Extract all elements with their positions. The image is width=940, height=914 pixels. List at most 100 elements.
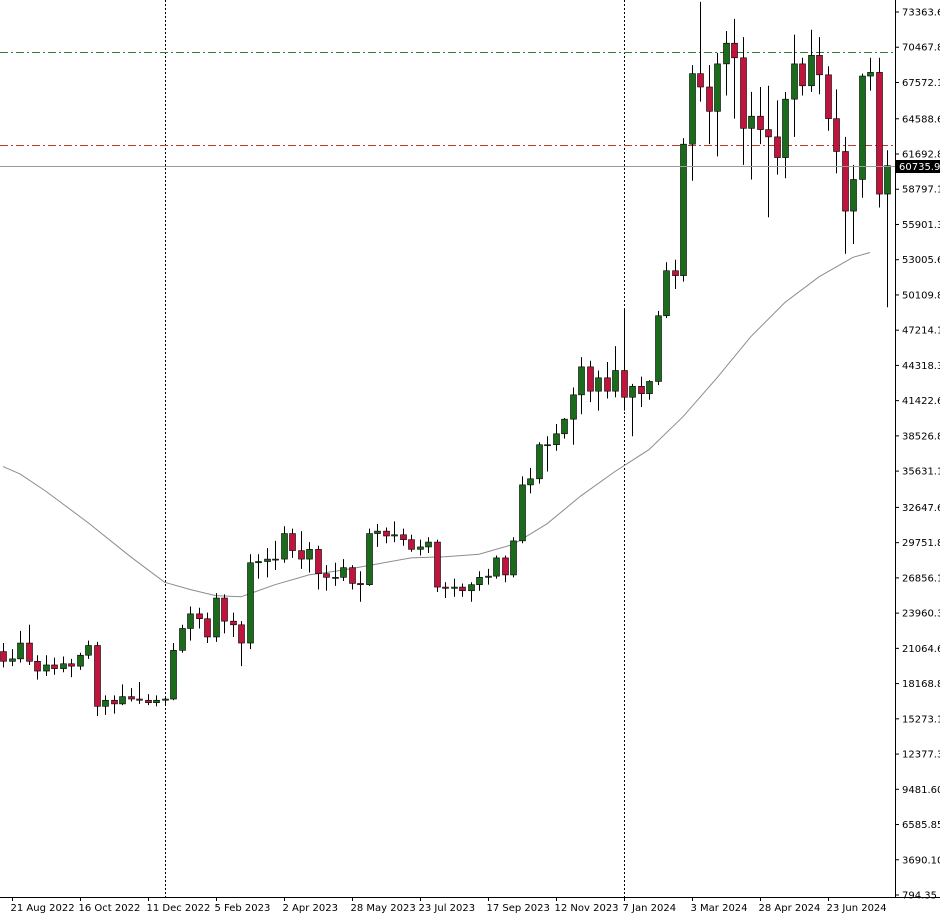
candle-body-bull [17,642,24,660]
candle [255,554,262,579]
candle-body-bull [578,366,585,396]
moving-average-layer [2,252,871,598]
candle-body-bull [153,699,160,703]
candle [77,652,84,670]
candle [587,360,594,403]
y-tick-label: 55901.35 [902,220,940,231]
candle-body-bear [68,663,75,667]
candles-layer [0,1,891,717]
candle-body-bear [196,613,203,620]
y-tick-label: 47214.10 [902,326,940,337]
candle-body-bear [672,270,679,276]
candle-body-bear [357,583,364,585]
candle-body-bull [264,558,271,562]
y-tick-label: 9481.60 [902,785,940,796]
x-tick-label: 2 Apr 2023 [283,903,338,914]
candle-body-bear [825,74,832,119]
candle [374,523,381,547]
candle [604,361,611,399]
period-separators [165,0,625,897]
y-tick-label: 29751.85 [902,538,940,549]
candle-body-bull [417,546,424,550]
candle-body-bear [128,696,135,700]
candle-body-bull [723,42,730,65]
candle [859,73,866,198]
candle [238,621,245,667]
candle [357,571,364,602]
candle-body-bear [383,530,390,537]
candle [442,582,449,599]
candle-body-bear [434,541,441,588]
x-tick-label: 28 May 2023 [351,903,416,914]
candle [544,436,551,472]
candle-body-bear [697,73,704,88]
y-tick-label: 70467.85 [902,43,940,54]
candle-body-bull [561,418,568,435]
candle-body-bull [179,628,186,651]
candle [825,66,832,131]
candle [536,442,543,484]
candle [298,531,305,569]
candle [476,571,483,591]
candle [553,424,560,451]
candle-body-bull [553,433,560,446]
candle [136,681,143,704]
candle-body-bull [9,658,16,662]
candle-body-bull [689,73,696,145]
moving-average-line [2,252,871,598]
candle-body-bear [604,377,611,392]
candle [876,57,883,208]
candle-body-bull [655,315,662,382]
candle-body-bull [595,377,602,392]
candle-body-bull [247,562,254,644]
candle-body-bull [162,698,169,701]
y-tick-label: 21064.60 [902,644,940,655]
candle [281,526,288,563]
y-tick-label: 53005.60 [902,255,940,266]
candle-body-bull [867,72,874,77]
candle-body-bull [808,55,815,87]
candle-body-bear [94,645,101,707]
candle-body-bear [833,118,840,152]
candle-body-bear [34,661,41,672]
candle [170,643,177,701]
candle-body-bear [757,115,764,130]
candle-body-bull [646,381,653,394]
candle-body-bear [765,129,772,138]
candle-body-bull [451,586,458,589]
candle-body-bull [570,394,577,420]
candle [519,476,526,544]
candle-body-bull [544,444,551,447]
candle-body-bear [315,549,322,575]
candle [264,548,271,578]
candle-body-bull [425,541,432,548]
candle [867,57,874,91]
candle [315,545,322,590]
candle [68,658,75,678]
candle [655,310,662,386]
candle-body-bear [238,624,245,644]
candle-body-bull [527,478,534,486]
candle-body-bear [408,539,415,550]
candle [340,559,347,582]
candle [672,259,679,289]
y-tick-label: 44318.35 [902,361,940,372]
candle [119,684,126,706]
candle [102,695,109,715]
candle-body-bear [230,620,237,626]
candle [391,521,398,543]
candle-body-bull [859,75,866,180]
candle-body-bear [459,586,466,592]
candle [782,91,789,179]
candle [621,309,628,411]
candle [485,568,492,585]
candle-body-bull [366,533,373,585]
candle [94,641,101,717]
candle-body-bull [629,386,636,398]
candle [213,593,220,642]
candle [629,383,636,437]
x-tick-label: 28 Apr 2024 [759,903,821,914]
y-tick-label: 41422.60 [902,396,940,407]
